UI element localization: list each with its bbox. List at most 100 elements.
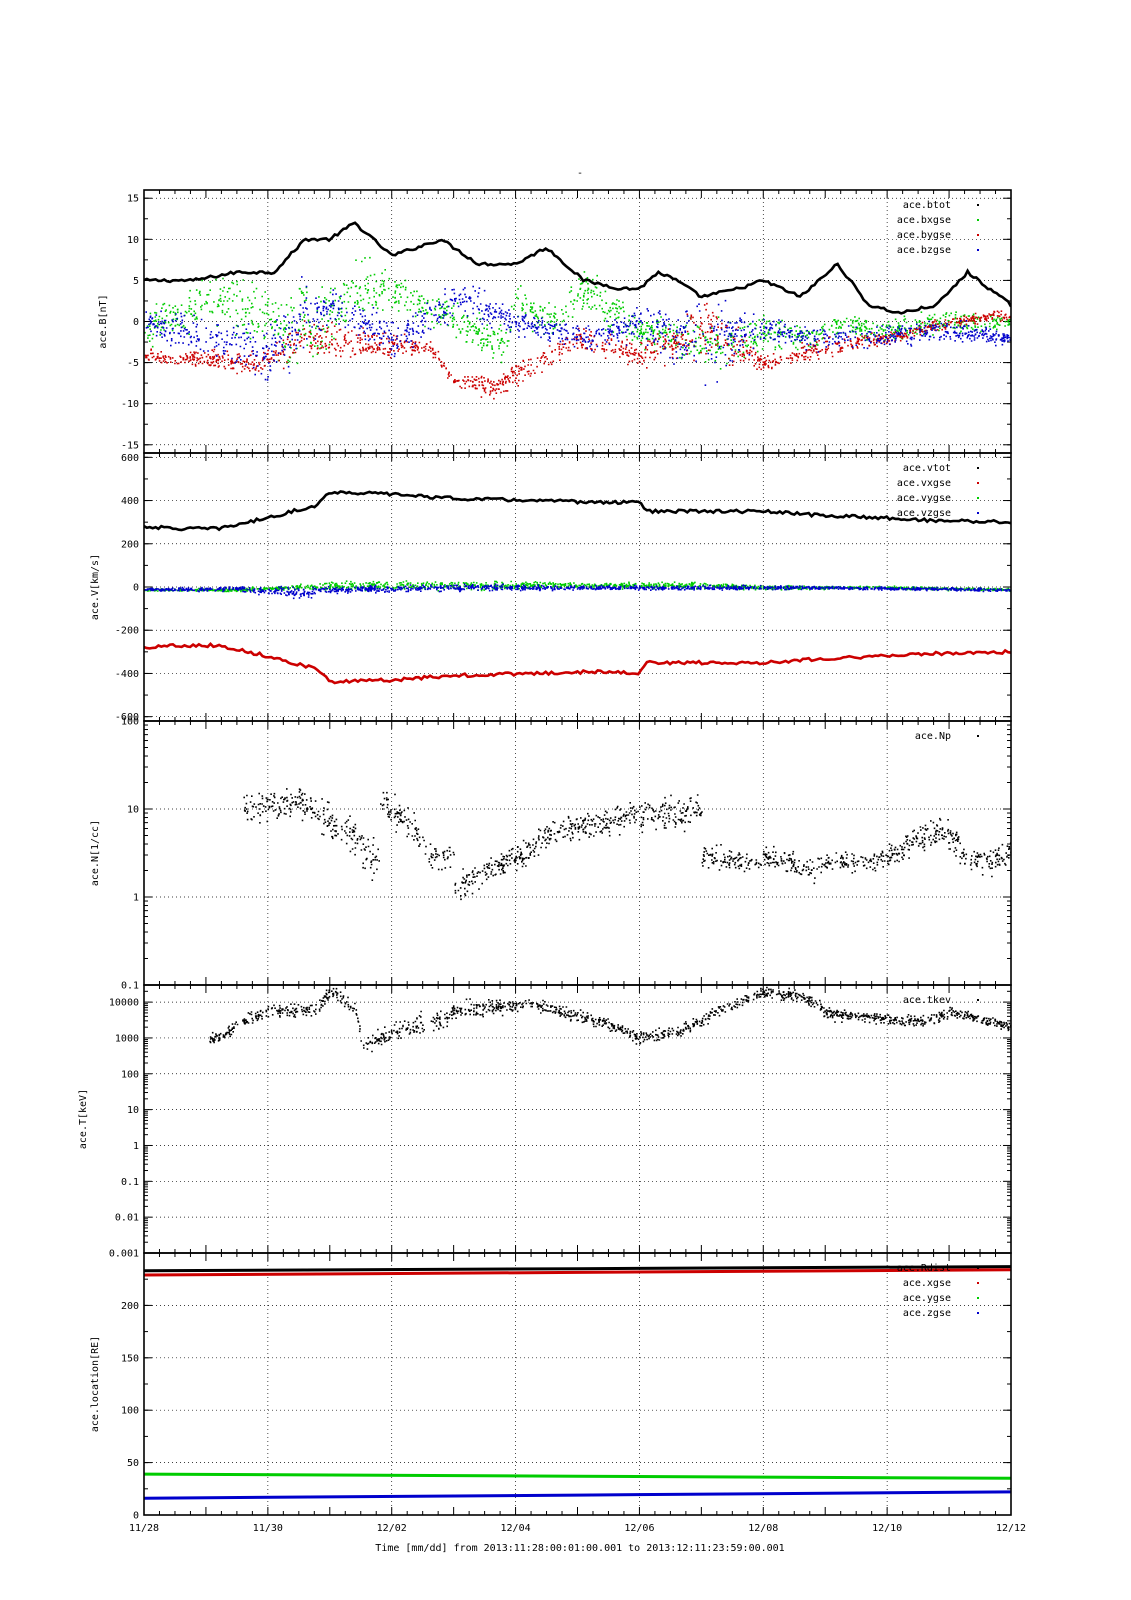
x-tick-label: 11/30: [253, 1523, 283, 1534]
panel-frame: [143, 1252, 1012, 1516]
y-tick-label: 0.01: [115, 1213, 139, 1224]
y-axis-label: ace.N[1/cc]: [90, 820, 101, 886]
legend-label: ace.bygse: [897, 230, 951, 241]
series-ace-bygse: [144, 302, 1011, 400]
y-tick-label: -200: [115, 626, 139, 637]
legend-marker: [977, 234, 979, 236]
y-tick-label: 15: [127, 194, 139, 205]
legend-label: ace.zgse: [903, 1308, 951, 1319]
series-trace: [144, 1265, 1011, 1273]
y-tick-label: 150: [121, 1353, 139, 1364]
legend-label: ace.vtot: [903, 463, 951, 474]
x-tick-label: 12/04: [501, 1523, 531, 1534]
y-tick-label: 0: [133, 1511, 139, 1522]
legend-label: ace.vxgse: [897, 478, 951, 489]
x-tick-label: 11/28: [129, 1523, 159, 1534]
legend-label: ace.bxgse: [897, 215, 951, 226]
legend-marker: [977, 1312, 979, 1314]
series-ace-Rdist: [144, 1265, 1011, 1273]
legend-label: ace.Rdist: [897, 1263, 951, 1274]
legend-marker: [977, 999, 979, 1001]
y-tick-label: 100: [121, 717, 139, 728]
plot-area: [144, 221, 1011, 400]
series-points: [144, 580, 1011, 593]
legend-marker: [977, 512, 979, 514]
y-axis-label: ace.B[nT]: [98, 294, 109, 348]
series-ace-tkev: [209, 986, 1011, 1053]
legend-label: ace.ygse: [903, 1293, 951, 1304]
legend-label: ace.Np: [915, 731, 951, 742]
x-tick-label: 12/08: [748, 1523, 778, 1534]
series-points: [144, 302, 1011, 400]
panel-4: 0.001 0.01 0.1 1 10 100 1000 10000 ace.tkev ace.T…: [78, 984, 1012, 1260]
y-tick-label: 0: [133, 317, 139, 328]
y-tick-label: -15: [121, 440, 139, 451]
series-trace: [144, 1268, 1011, 1277]
x-tick-label: 12/06: [624, 1523, 654, 1534]
legend-marker: [977, 1297, 979, 1299]
series-points: [209, 986, 1011, 1053]
legend-marker: [977, 1267, 979, 1269]
plot-area: [209, 986, 1011, 1053]
y-tick-label: 0.1: [121, 1177, 139, 1188]
series-trace: [144, 221, 1011, 315]
y-tick-label: 0.1: [121, 981, 139, 992]
y-tick-label: 200: [121, 1301, 139, 1312]
y-tick-label: 0: [133, 583, 139, 594]
plot-area: [144, 490, 1011, 685]
y-tick-label: 1: [133, 893, 139, 904]
series-trace: [144, 1490, 1011, 1500]
legend-marker: [977, 204, 979, 206]
legend-label: ace.xgse: [903, 1278, 951, 1289]
x-axis-label: Time [mm/dd] from 2013:11:28:00:01:00.00…: [375, 1543, 784, 1554]
y-tick-label: 600: [121, 453, 139, 464]
x-tick-label: 12/10: [872, 1523, 902, 1534]
series-trace: [144, 642, 1011, 685]
legend-label: ace.tkev: [903, 995, 951, 1006]
y-tick-label: 5: [133, 276, 139, 287]
y-tick-label: 1: [133, 1141, 139, 1152]
series-points: [144, 583, 1011, 600]
panel-1: -15 -10 -5 0 5 10 15 ace.btot ace.bxgse ace.bygse…: [98, 189, 1012, 454]
series-ace-vtot: [144, 490, 1011, 532]
y-tick-label: 100: [121, 1406, 139, 1417]
y-tick-label: 0.001: [109, 1249, 139, 1260]
y-axis-label: ace.V[km/s]: [90, 554, 101, 620]
y-tick-label: -600: [115, 712, 139, 723]
legend-label: ace.btot: [903, 200, 951, 211]
series-ace-xgse: [144, 1268, 1011, 1277]
series-trace: [144, 490, 1011, 532]
y-tick-label: 100: [121, 1069, 139, 1080]
y-tick-label: -400: [115, 669, 139, 680]
series-trace: [144, 1472, 1011, 1480]
legend-marker: [977, 467, 979, 469]
legend-marker: [977, 219, 979, 221]
legend-marker: [977, 497, 979, 499]
y-tick-label: 10: [127, 1105, 139, 1116]
figure-title: -: [577, 168, 583, 179]
series-ace-zgse: [144, 1490, 1011, 1500]
y-axis-label: ace.T[keV]: [78, 1089, 89, 1149]
y-tick-label: 1000: [115, 1033, 139, 1044]
y-tick-label: -10: [121, 399, 139, 410]
legend-marker: [977, 735, 979, 737]
y-tick-label: 10: [127, 805, 139, 816]
series-ace-vygse: [144, 580, 1011, 593]
y-axis-label: ace.location[RE]: [90, 1336, 101, 1432]
legend-marker: [977, 1282, 979, 1284]
panels: -15-10-5051015ace.btotace.bxgseace.bygse…: [78, 189, 1012, 1522]
legend-marker: [977, 482, 979, 484]
x-tick-label: 12/12: [996, 1523, 1026, 1534]
plot-area: [144, 1265, 1011, 1500]
legend-marker: [977, 249, 979, 251]
panel-5: 0 50 100 150 200 ace.Rdist ace.xgse ace.ygse ace…: [90, 1252, 1012, 1522]
legend-label: ace.bzgse: [897, 245, 951, 256]
y-tick-label: 400: [121, 496, 139, 507]
y-tick-label: 10: [127, 235, 139, 246]
series-ace-vxgse: [144, 642, 1011, 685]
series-ace-ygse: [144, 1472, 1011, 1480]
legend-label: ace.vzgse: [897, 508, 951, 519]
y-tick-label: 50: [127, 1458, 139, 1469]
y-tick-label: 200: [121, 539, 139, 550]
